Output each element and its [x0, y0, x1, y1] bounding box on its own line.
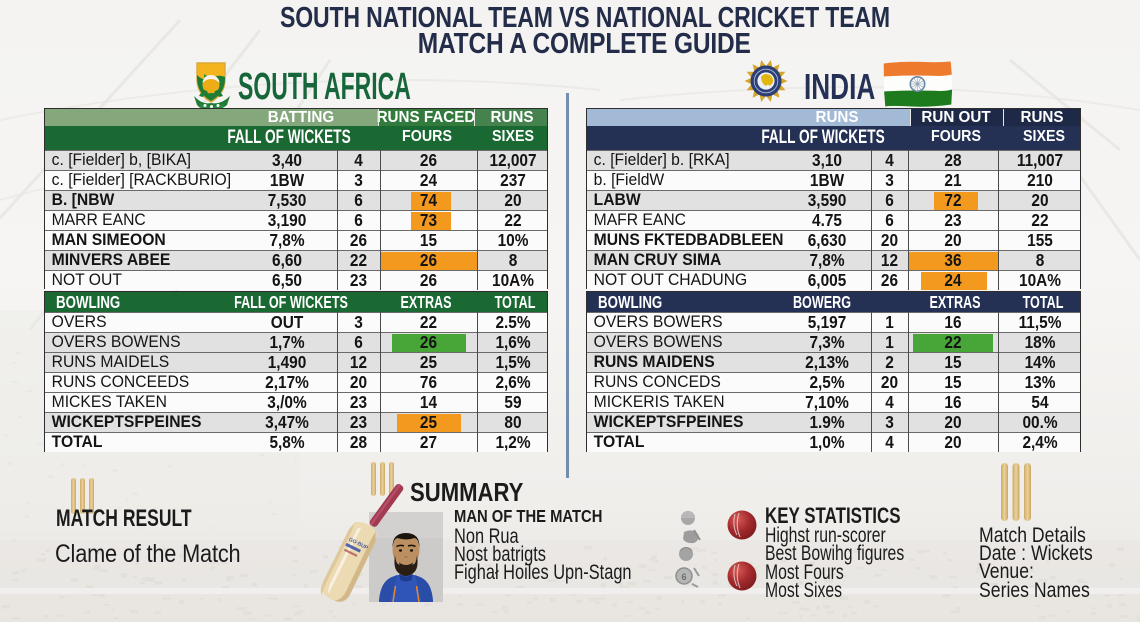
svg-text:6: 6: [681, 572, 686, 582]
